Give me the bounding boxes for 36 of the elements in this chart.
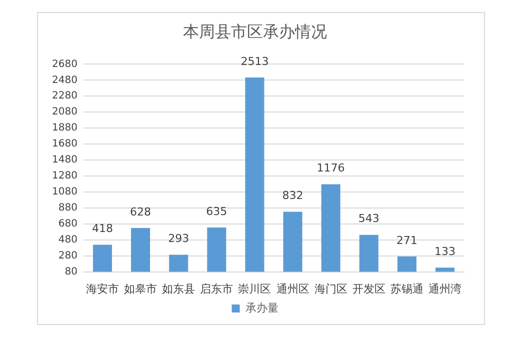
x-tick-label: 开发区 (352, 282, 386, 296)
x-tick-label: 如皋市 (124, 282, 158, 296)
data-label: 293 (168, 232, 190, 246)
x-tick-label: 通州湾 (428, 282, 462, 296)
y-tick-label: 1280 (52, 170, 78, 182)
data-label: 133 (434, 244, 456, 258)
y-tick-label: 80 (64, 266, 78, 278)
x-tick-label: 如东县 (162, 282, 196, 296)
data-label: 2513 (240, 54, 269, 68)
y-tick-label: 480 (58, 234, 78, 246)
x-tick-label: 启东市 (200, 282, 234, 296)
y-tick-label: 1080 (52, 186, 78, 198)
y-tick-label: 2480 (52, 74, 78, 86)
x-tick-label: 海安市 (86, 282, 119, 296)
legend-label: 承办量 (245, 301, 278, 314)
y-tick-label: 280 (58, 250, 78, 262)
data-label: 418 (92, 222, 113, 236)
data-label: 543 (358, 212, 380, 226)
y-tick-label: 1880 (52, 122, 78, 134)
data-label: 635 (206, 204, 228, 218)
x-tick-label: 苏锡通 (390, 282, 424, 296)
x-tick-label: 通州区 (276, 282, 310, 296)
chart-title: 本周县市区承办情况 (183, 22, 327, 41)
data-label: 1176 (316, 162, 345, 175)
y-tick-label: 880 (58, 202, 78, 214)
y-tick-label: 1680 (52, 138, 78, 150)
data-label: 832 (282, 189, 304, 202)
y-tick-label: 680 (58, 218, 78, 230)
x-tick-label: 海门区 (314, 282, 348, 296)
y-tick-label: 2080 (52, 106, 78, 118)
x-tick-label: 崇川区 (238, 282, 272, 296)
y-tick-label: 1480 (52, 154, 78, 166)
y-tick-label: 2680 (52, 58, 78, 70)
data-label: 628 (130, 205, 152, 218)
data-label: 271 (396, 234, 418, 247)
y-tick-label: 2280 (52, 90, 78, 102)
